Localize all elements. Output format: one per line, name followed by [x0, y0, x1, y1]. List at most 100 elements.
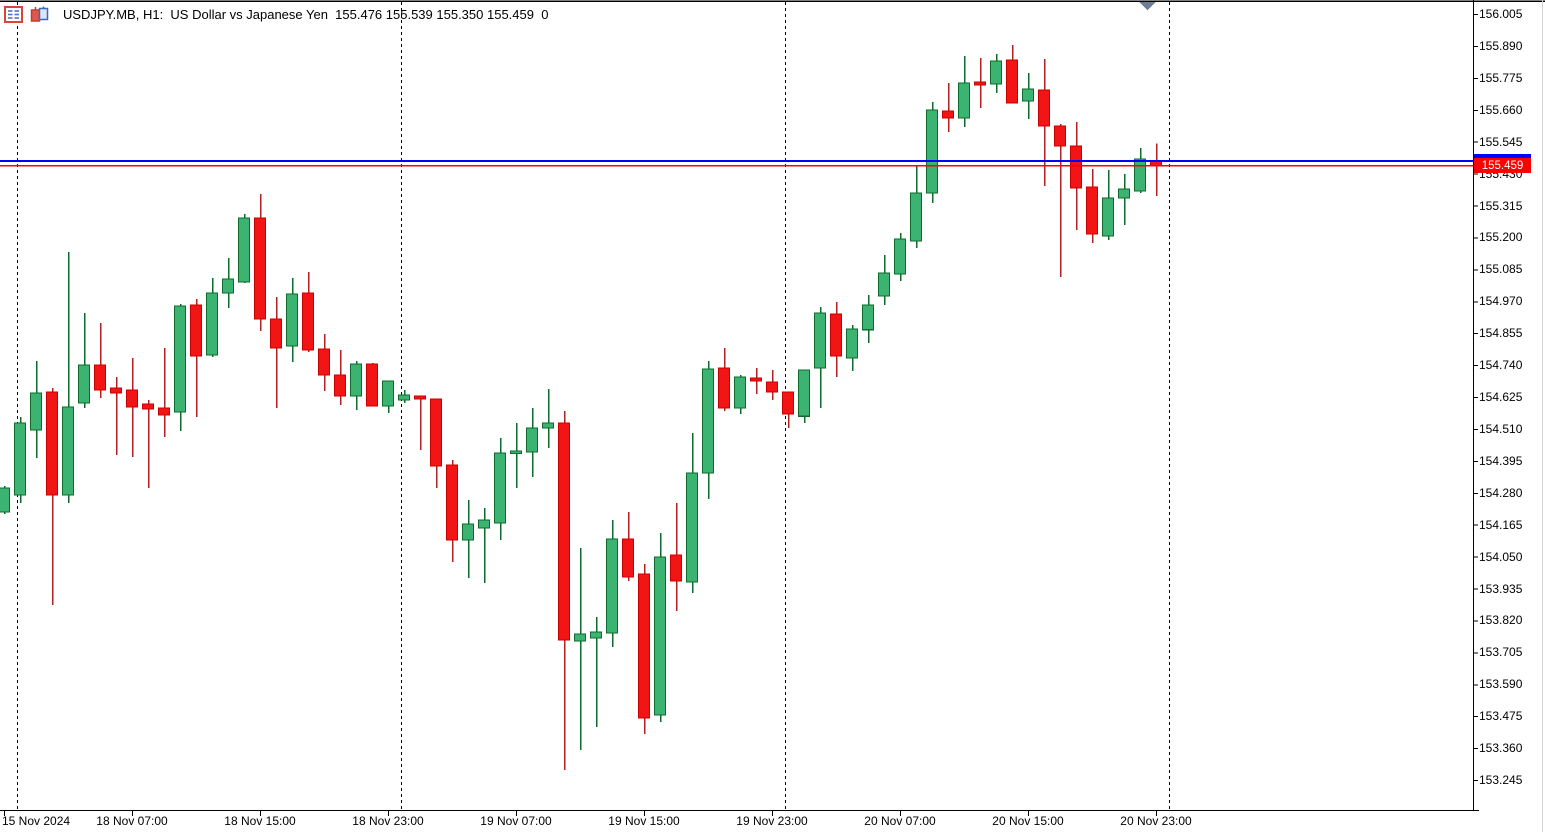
candle [989, 53, 1003, 94]
candle [717, 347, 731, 412]
candle [1021, 73, 1035, 119]
candlestick-chart-icon[interactable] [30, 5, 49, 23]
y-axis-label: 154.165 [1479, 517, 1523, 532]
candle [925, 101, 939, 204]
candle [797, 369, 811, 424]
candle [285, 277, 299, 363]
x-axis-label: 19 Nov 07:00 [480, 814, 552, 828]
y-axis-label: 156.005 [1479, 7, 1523, 21]
candle [781, 391, 795, 429]
candle [1085, 168, 1099, 243]
candle [861, 294, 875, 343]
y-axis-label: 153.360 [1479, 741, 1523, 756]
y-axis-label: 155.775 [1479, 70, 1523, 85]
candle [141, 400, 155, 489]
y-axis-label: 154.625 [1479, 390, 1523, 404]
candle [573, 547, 587, 751]
candle [237, 214, 251, 283]
candle [0, 486, 11, 515]
x-axis-label: 20 Nov 15:00 [992, 814, 1064, 828]
y-axis-label: 155.200 [1479, 230, 1523, 245]
candle [557, 411, 571, 771]
candle [381, 380, 395, 414]
candle [829, 302, 843, 378]
candle [1133, 148, 1147, 194]
candle [509, 423, 523, 489]
candle [461, 499, 475, 578]
window-right-edge [1542, 0, 1543, 832]
candle [589, 617, 603, 728]
candle [29, 360, 43, 459]
candle [333, 350, 347, 406]
candle [253, 194, 267, 331]
candle [173, 304, 187, 431]
candle [765, 370, 779, 401]
candle [1053, 123, 1067, 278]
y-axis-label: 154.280 [1479, 485, 1523, 500]
candle [301, 272, 315, 353]
candle [397, 390, 411, 404]
candle [845, 325, 859, 371]
candle [477, 508, 491, 583]
x-axis-label: 20 Nov 07:00 [864, 814, 936, 828]
y-axis-label: 153.820 [1479, 613, 1523, 628]
candle [349, 360, 363, 411]
candle [77, 312, 91, 409]
y-axis-label: 154.510 [1479, 421, 1523, 436]
y-axis-label: 154.740 [1479, 358, 1523, 373]
y-axis-label: 155.890 [1479, 38, 1523, 53]
candle [813, 306, 827, 408]
candle [621, 511, 635, 582]
candle [189, 299, 203, 417]
candle [1037, 58, 1051, 187]
x-axis-label: 19 Nov 15:00 [608, 814, 680, 828]
candle [493, 438, 507, 540]
y-axis-label: 155.315 [1479, 198, 1523, 213]
candle [157, 347, 171, 437]
candle [941, 83, 955, 132]
candle [749, 368, 763, 394]
y-axis-label: 155.085 [1479, 262, 1523, 277]
y-axis-label: 155.545 [1479, 134, 1523, 149]
y-axis-label: 153.475 [1479, 709, 1523, 724]
candle [45, 388, 59, 606]
symbol-info-line: USDJPY.MB, H1: US Dollar vs Japanese Yen… [63, 6, 549, 22]
candle [413, 395, 427, 451]
candle [429, 398, 443, 489]
y-axis-label: 153.590 [1479, 677, 1523, 692]
chart-shift-marker-icon[interactable] [1139, 2, 1156, 10]
y-axis-label: 153.935 [1479, 581, 1523, 596]
candle [957, 55, 971, 127]
candle [1117, 173, 1131, 225]
y-axis-label: 153.245 [1479, 773, 1523, 787]
chart-header: USDJPY.MB, H1: US Dollar vs Japanese Yen… [4, 4, 548, 24]
candle [1005, 45, 1019, 104]
candle [445, 460, 459, 562]
quotes-panel-icon[interactable] [4, 5, 23, 23]
candle [637, 564, 651, 734]
candle [733, 375, 747, 414]
candle [909, 166, 923, 248]
x-axis-label: 15 Nov 2024 [2, 814, 71, 828]
candle [973, 58, 987, 109]
candle [1069, 121, 1083, 230]
y-axis-label: 153.705 [1479, 645, 1523, 660]
y-axis-label: 154.395 [1479, 453, 1523, 468]
candle [365, 362, 379, 407]
candle [541, 388, 555, 449]
candle [1149, 143, 1163, 196]
candle [605, 519, 619, 648]
candle [525, 408, 539, 477]
candle [317, 334, 331, 391]
candle [893, 232, 907, 281]
ask-line-axis-marker [1474, 154, 1531, 158]
candle [13, 416, 27, 504]
candle [221, 257, 235, 308]
candle [701, 360, 715, 499]
candle [685, 433, 699, 594]
candle [93, 322, 107, 399]
x-axis-label: 18 Nov 23:00 [352, 814, 424, 828]
candle [1101, 169, 1115, 240]
